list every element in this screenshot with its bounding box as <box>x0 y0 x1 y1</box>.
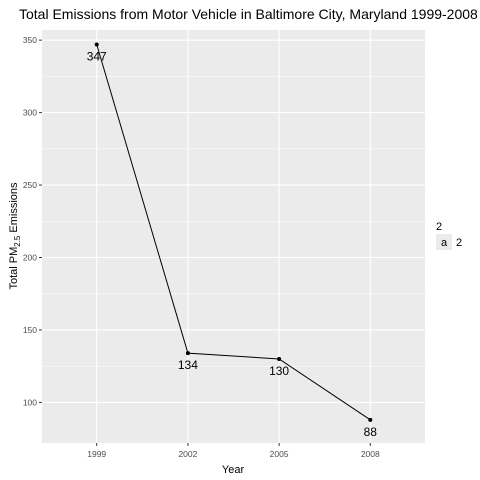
data-label: 134 <box>178 358 198 372</box>
data-point <box>368 417 373 422</box>
y-tick-label: 250 <box>23 180 37 190</box>
legend-title: 2 <box>436 221 442 233</box>
chart-title: Total Emissions from Motor Vehicle in Ba… <box>19 6 478 22</box>
x-axis-title: Year <box>222 464 245 476</box>
y-axis-title-suffix: Emissions <box>8 182 20 236</box>
x-tick-label: 1999 <box>87 449 106 459</box>
y-tick-label: 300 <box>23 108 37 118</box>
y-axis-title-prefix: Total PM <box>8 247 20 290</box>
x-tick-label: 2005 <box>270 449 289 459</box>
legend-key-glyph: a <box>441 237 448 249</box>
data-label: 347 <box>87 49 107 63</box>
data-labels: 347 134 130 88 <box>87 49 378 438</box>
data-point <box>277 356 282 361</box>
x-tick-label: 2008 <box>361 449 380 459</box>
legend-key <box>436 234 452 250</box>
legend-label: 2 <box>456 237 462 249</box>
y-tick-label: 100 <box>23 397 37 407</box>
data-point <box>94 42 99 47</box>
major-gridlines <box>42 30 425 443</box>
data-label: 88 <box>364 425 378 439</box>
y-tick-label: 200 <box>23 253 37 263</box>
series-emissions <box>94 42 373 422</box>
data-point <box>185 351 190 356</box>
legend: 2 a 2 <box>436 221 462 250</box>
y-axis-title-subscript: 2.5 <box>13 235 22 247</box>
y-tick-label: 150 <box>23 325 37 335</box>
series-line <box>96 44 371 421</box>
y-tick-label: 350 <box>23 35 37 45</box>
data-label: 130 <box>269 364 289 378</box>
y-axis-ticks: 100 150 200 250 300 350 <box>23 35 42 407</box>
x-axis-ticks: 1999 2002 2005 2008 <box>87 443 380 459</box>
x-tick-label: 2002 <box>178 449 197 459</box>
plot-panel <box>42 30 425 443</box>
y-axis-title: Total PM2.5 Emissions <box>8 182 22 290</box>
